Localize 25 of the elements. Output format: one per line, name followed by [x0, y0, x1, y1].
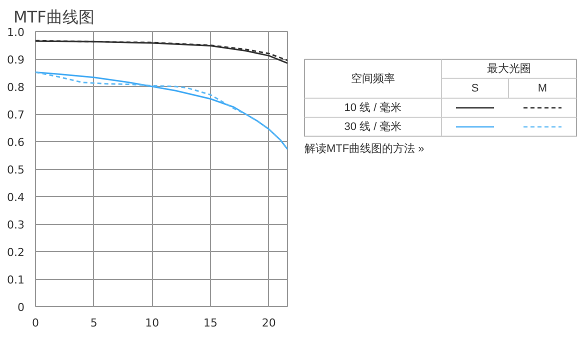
y-tick-label: 0.5 — [7, 164, 25, 176]
x-tick-label: 5 — [90, 316, 98, 330]
text: S — [471, 82, 479, 94]
y-tick-label: 0.9 — [7, 54, 25, 66]
y-tick-label: 0.6 — [7, 136, 25, 149]
text: 空间频率 — [351, 72, 395, 85]
y-tick-label: 1.0 — [7, 26, 25, 39]
x-tick-label: 15 — [204, 316, 218, 330]
text: 解读MTF曲线图的方法 » — [304, 142, 424, 156]
x-tick-label: 10 — [145, 316, 160, 330]
text: 最大光圈 — [487, 62, 531, 75]
x-tick-label: 0 — [32, 316, 39, 330]
y-tick-label: 0.7 — [7, 108, 25, 122]
y-tick-label: 0.8 — [7, 81, 25, 94]
text: 10 线 / 毫米 — [344, 100, 402, 114]
y-tick-label: 0.3 — [7, 218, 25, 232]
text: M — [538, 82, 548, 94]
line-series — [36, 71, 288, 150]
y-tick-label: 0 — [18, 301, 24, 314]
y-tick-label: 0.1 — [7, 274, 25, 286]
x-tick-label: 20 — [262, 316, 276, 330]
chart-title: MTF曲线图 — [14, 8, 94, 26]
y-tick-label: 0.4 — [7, 191, 25, 204]
text: 30 线 / 毫米 — [344, 120, 402, 133]
y-tick-label: 0.2 — [7, 246, 25, 259]
